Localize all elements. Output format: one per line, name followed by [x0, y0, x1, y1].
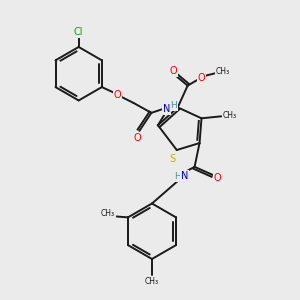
- Text: O: O: [114, 90, 122, 100]
- Text: CH₃: CH₃: [215, 67, 230, 76]
- Text: CH₃: CH₃: [222, 111, 236, 120]
- Text: O: O: [134, 133, 141, 142]
- Text: O: O: [170, 66, 178, 76]
- Text: N: N: [181, 171, 188, 181]
- Text: O: O: [198, 73, 205, 83]
- Text: CH₃: CH₃: [101, 209, 115, 218]
- Text: N: N: [163, 104, 170, 114]
- Text: Cl: Cl: [74, 27, 83, 37]
- Text: O: O: [214, 173, 221, 183]
- Text: H: H: [174, 172, 181, 181]
- Text: H: H: [170, 101, 177, 110]
- Text: S: S: [170, 154, 176, 164]
- Text: CH₃: CH₃: [145, 277, 159, 286]
